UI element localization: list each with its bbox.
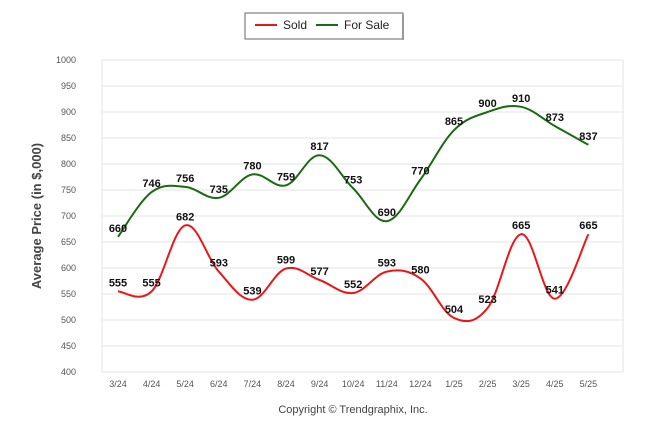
x-tick-label: 10/24	[342, 379, 365, 389]
data-label-sold: 593	[378, 258, 396, 270]
data-label-for-sale: 746	[142, 178, 160, 190]
data-label-sold: 552	[344, 279, 362, 291]
data-label-for-sale: 735	[210, 184, 228, 196]
data-label-for-sale: 753	[344, 174, 362, 186]
data-label-sold: 682	[176, 211, 194, 223]
x-tick-label: 2/25	[479, 379, 497, 389]
y-tick-label: 550	[61, 289, 76, 299]
y-tick-label: 750	[61, 185, 76, 195]
y-tick-label: 900	[61, 107, 76, 117]
legend-label-for-sale: For Sale	[344, 18, 390, 32]
data-label-sold: 523	[478, 294, 496, 306]
data-label-for-sale: 817	[310, 141, 328, 153]
gridlines	[101, 59, 624, 373]
y-tick-label: 700	[61, 211, 76, 221]
data-label-sold: 541	[546, 285, 564, 297]
y-axis-ticks: 1000 950 900 850 800 750 700 650 600 550 500 450 400	[56, 55, 76, 377]
data-label-sold: 580	[411, 264, 429, 276]
y-tick-label: 850	[61, 133, 76, 143]
data-labels: 555 555 682 593 539 599 577 552 593 580 504 523 665 5…	[109, 93, 598, 316]
data-label-for-sale: 770	[411, 166, 429, 178]
y-tick-label: 600	[61, 263, 76, 273]
legend: Sold For Sale	[244, 12, 404, 40]
series-line-for-sale	[117, 104, 589, 238]
y-tick-label: 450	[61, 341, 76, 351]
x-tick-label: 6/24	[210, 379, 228, 389]
data-label-sold: 599	[277, 255, 295, 267]
x-tick-label: 8/24	[277, 379, 295, 389]
y-tick-label: 950	[61, 81, 76, 91]
x-tick-label: 4/24	[143, 379, 161, 389]
data-label-for-sale: 690	[378, 207, 396, 219]
legend-label-sold: Sold	[283, 18, 307, 32]
data-label-for-sale: 780	[243, 160, 261, 172]
data-label-sold: 539	[243, 286, 261, 298]
y-tick-label: 650	[61, 237, 76, 247]
y-tick-label: 500	[61, 315, 76, 325]
data-label-for-sale: 759	[277, 171, 295, 183]
data-label-for-sale: 873	[546, 112, 564, 124]
data-label-for-sale: 900	[478, 98, 496, 110]
data-label-for-sale: 756	[176, 173, 194, 185]
x-tick-label: 9/24	[311, 379, 329, 389]
x-tick-label: 1/25	[445, 379, 463, 389]
series-lines	[117, 104, 590, 323]
data-label-for-sale: 660	[109, 223, 127, 235]
data-label-sold: 665	[512, 220, 530, 232]
data-label-sold: 593	[210, 258, 228, 270]
x-tick-label: 5/24	[176, 379, 194, 389]
x-tick-label: 3/24	[109, 379, 127, 389]
data-label-sold: 555	[109, 277, 127, 289]
data-label-for-sale: 865	[445, 116, 463, 128]
y-tick-label: 1000	[56, 55, 76, 65]
x-tick-label: 7/24	[244, 379, 262, 389]
data-label-sold: 665	[579, 220, 597, 232]
data-label-sold: 577	[310, 266, 328, 278]
copyright-credit: Copyright © Trendgraphix, Inc.	[278, 404, 427, 416]
data-label-sold: 555	[142, 277, 160, 289]
data-label-for-sale: 837	[579, 131, 597, 143]
x-axis-ticks: 3/24 4/24 5/24 6/24 7/24 8/24 9/24 10/24 11/24 12…	[109, 379, 597, 389]
x-tick-label: 11/24	[376, 379, 398, 389]
data-label-for-sale: 910	[512, 93, 530, 105]
series-line-sold	[117, 224, 590, 323]
x-tick-label: 12/24	[409, 379, 432, 389]
x-tick-label: 4/25	[546, 379, 564, 389]
y-axis-title: Average Price (in $,000)	[29, 143, 44, 289]
x-tick-label: 3/25	[512, 379, 530, 389]
x-tick-label: 5/25	[580, 379, 598, 389]
data-label-sold: 504	[445, 304, 464, 316]
y-tick-label: 800	[61, 159, 76, 169]
y-tick-label: 400	[61, 367, 76, 377]
